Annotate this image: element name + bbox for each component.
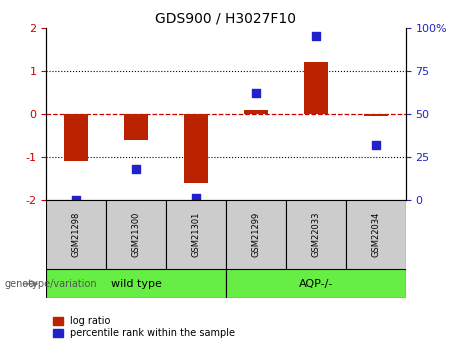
Point — [312, 33, 319, 39]
Bar — [364, 114, 388, 116]
Point — [192, 196, 200, 201]
Point — [372, 142, 379, 148]
Text: GSM22034: GSM22034 — [371, 212, 380, 257]
Bar — [184, 114, 208, 183]
Point — [72, 197, 80, 203]
Text: wild type: wild type — [111, 279, 161, 289]
Text: GSM21298: GSM21298 — [71, 212, 81, 257]
Bar — [106, 200, 166, 269]
Bar — [166, 200, 226, 269]
Text: AQP-/-: AQP-/- — [299, 279, 333, 289]
Point — [252, 90, 260, 96]
Bar — [286, 200, 346, 269]
Text: GSM21300: GSM21300 — [131, 212, 141, 257]
Bar — [64, 114, 88, 161]
Text: GSM22033: GSM22033 — [311, 212, 320, 257]
Bar — [244, 110, 268, 114]
Bar — [226, 200, 286, 269]
Legend: log ratio, percentile rank within the sample: log ratio, percentile rank within the sa… — [51, 314, 237, 340]
Bar — [346, 200, 406, 269]
Text: genotype/variation: genotype/variation — [5, 279, 97, 289]
Text: GSM21299: GSM21299 — [251, 212, 260, 257]
Bar — [124, 114, 148, 140]
Bar — [46, 200, 106, 269]
Bar — [226, 269, 406, 298]
Bar — [304, 62, 328, 114]
Point — [132, 166, 140, 172]
Title: GDS900 / H3027F10: GDS900 / H3027F10 — [155, 11, 296, 25]
Text: GSM21301: GSM21301 — [191, 212, 201, 257]
Bar — [46, 269, 226, 298]
